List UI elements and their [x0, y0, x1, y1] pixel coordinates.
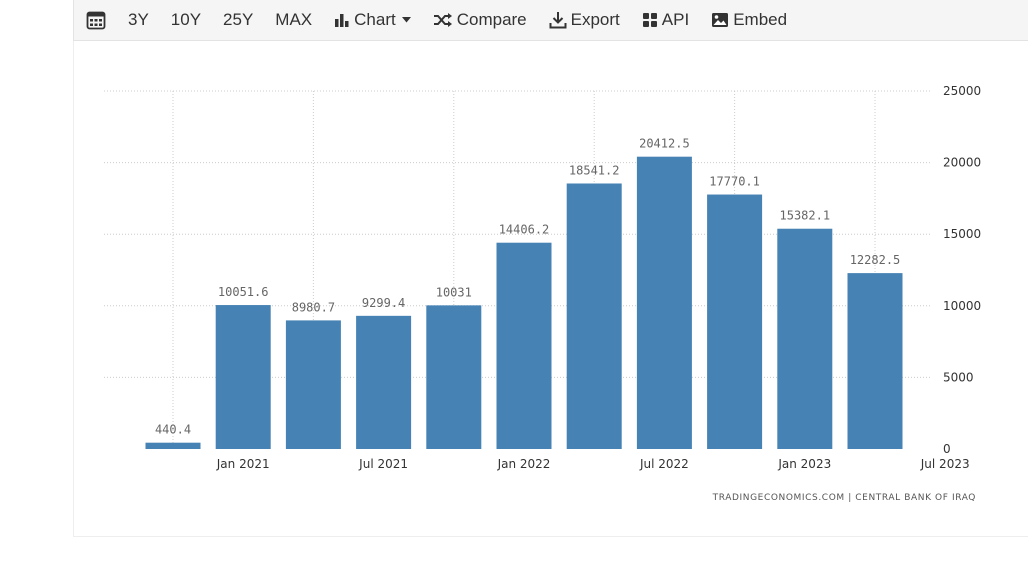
- x-tick-label: Jan 2021: [216, 457, 270, 471]
- y-tick-label: 0: [943, 442, 951, 456]
- range-3y-label: 3Y: [128, 10, 149, 29]
- shuffle-icon: [433, 12, 453, 28]
- bar[interactable]: [707, 194, 763, 449]
- export-button[interactable]: Export: [549, 5, 620, 35]
- data-label: 10051.6: [218, 285, 269, 299]
- data-label: 12282.5: [850, 253, 901, 267]
- x-tick-label: Jul 2021: [358, 457, 408, 471]
- range-25y-label: 25Y: [223, 10, 254, 29]
- export-label: Export: [570, 10, 620, 29]
- range-3y-button[interactable]: 3Y: [128, 5, 149, 35]
- grid-icon: [642, 12, 658, 28]
- source-attribution: TRADINGECONOMICS.COM | CENTRAL BANK OF I…: [712, 493, 976, 503]
- range-25y-button[interactable]: 25Y: [223, 5, 253, 35]
- chart-type-label: Chart: [354, 10, 396, 29]
- data-label: 9299.4: [362, 296, 405, 310]
- bar[interactable]: [636, 156, 692, 449]
- data-label: 15382.1: [780, 209, 831, 223]
- data-label: 440.4: [155, 423, 191, 437]
- download-icon: [549, 11, 567, 29]
- bar[interactable]: [426, 305, 482, 449]
- bar[interactable]: [847, 273, 903, 449]
- bar[interactable]: [285, 320, 341, 449]
- y-tick-label: 5000: [943, 370, 974, 384]
- range-10y-label: 10Y: [170, 10, 202, 29]
- data-label: 14406.2: [499, 223, 550, 237]
- embed-label: Embed: [733, 10, 788, 29]
- bar[interactable]: [566, 183, 622, 449]
- bar-chart-icon: [334, 12, 350, 28]
- data-label: 18541.2: [569, 163, 620, 177]
- bar[interactable]: [496, 242, 552, 449]
- range-max-label: MAX: [275, 10, 313, 29]
- x-tick-label: Jul 2023: [920, 457, 970, 471]
- image-icon: [711, 12, 729, 28]
- y-tick-label: 10000: [943, 299, 981, 313]
- calendar-icon: [86, 10, 106, 30]
- y-tick-label: 20000: [943, 156, 981, 170]
- embed-button[interactable]: Embed: [711, 5, 787, 35]
- api-button[interactable]: API: [642, 5, 689, 35]
- data-label: 20412.5: [639, 137, 690, 151]
- bar[interactable]: [145, 442, 201, 449]
- chart-type-dropdown[interactable]: Chart: [334, 5, 411, 35]
- data-label: 17770.1: [709, 175, 760, 189]
- x-tick-label: Jan 2022: [497, 457, 551, 471]
- compare-button[interactable]: Compare: [433, 5, 527, 35]
- y-tick-label: 25000: [943, 84, 981, 98]
- range-max-button[interactable]: MAX: [275, 5, 312, 35]
- range-10y-button[interactable]: 10Y: [171, 5, 201, 35]
- y-tick-label: 15000: [943, 227, 981, 241]
- bar[interactable]: [777, 228, 833, 449]
- x-tick-label: Jan 2023: [777, 457, 831, 471]
- x-tick-label: Jul 2022: [639, 457, 689, 471]
- data-label: 10031: [436, 285, 472, 299]
- chart-toolbar: 3Y 10Y 25Y MAX Chart Compare: [73, 0, 1028, 41]
- compare-label: Compare: [456, 10, 527, 29]
- caret-down-icon: [401, 17, 411, 23]
- data-label: 8980.7: [292, 300, 335, 314]
- calendar-button[interactable]: [86, 5, 106, 35]
- chart-panel: 440.4 10051.6 8980.7 9299.4 10031 14406.2 1854…: [73, 41, 1028, 537]
- bar[interactable]: [215, 305, 271, 449]
- bar-chart: 440.4 10051.6 8980.7 9299.4 10031 14406.2 1854…: [104, 84, 981, 471]
- api-label: API: [661, 10, 690, 29]
- bar[interactable]: [356, 315, 412, 449]
